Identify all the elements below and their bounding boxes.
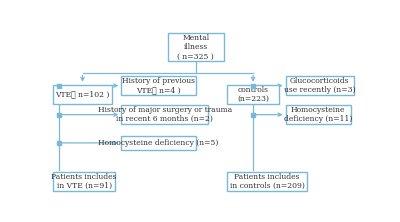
FancyBboxPatch shape: [121, 76, 196, 95]
Text: controls
(n=223): controls (n=223): [237, 85, 269, 103]
FancyBboxPatch shape: [121, 136, 196, 150]
Text: Mental
illness
( n=325 ): Mental illness ( n=325 ): [177, 34, 214, 60]
FancyBboxPatch shape: [121, 105, 208, 124]
Text: Patients includes
in controls (n=209): Patients includes in controls (n=209): [230, 173, 304, 190]
Text: Homocysteine deficiency (n=5): Homocysteine deficiency (n=5): [98, 139, 219, 147]
Text: VTE（ n=102 ): VTE（ n=102 ): [55, 90, 110, 98]
FancyBboxPatch shape: [227, 172, 307, 191]
Text: Homocysteine
deficiency (n=11): Homocysteine deficiency (n=11): [284, 106, 352, 123]
FancyBboxPatch shape: [286, 76, 354, 95]
Text: History of major surgery or trauma
in recent 6 months (n=2): History of major surgery or trauma in re…: [98, 106, 232, 123]
FancyBboxPatch shape: [168, 34, 224, 61]
FancyBboxPatch shape: [53, 85, 112, 103]
Text: Glucocorticoids
use recently (n=3): Glucocorticoids use recently (n=3): [284, 77, 356, 94]
Text: Patients includes
in VTE (n=91): Patients includes in VTE (n=91): [51, 173, 117, 190]
Text: History of previous
VTE（ n=4 ): History of previous VTE（ n=4 ): [122, 77, 195, 94]
FancyBboxPatch shape: [286, 105, 351, 124]
FancyBboxPatch shape: [227, 85, 279, 103]
FancyBboxPatch shape: [53, 172, 115, 191]
